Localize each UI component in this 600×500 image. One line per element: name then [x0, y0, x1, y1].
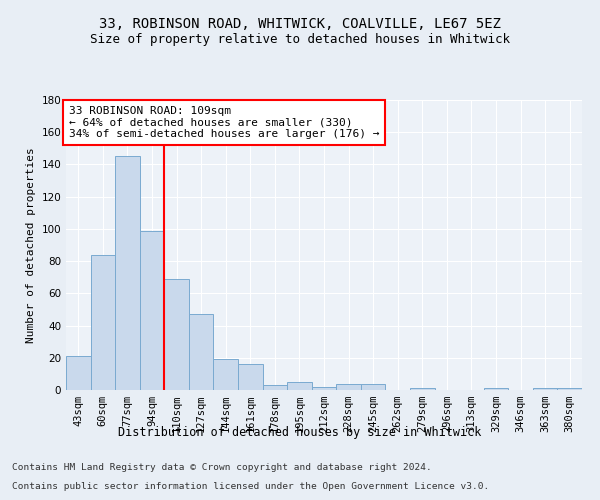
Bar — [91, 254, 115, 390]
Bar — [214, 360, 238, 390]
Bar — [115, 156, 140, 390]
Text: 33 ROBINSON ROAD: 109sqm
← 64% of detached houses are smaller (330)
34% of semi-: 33 ROBINSON ROAD: 109sqm ← 64% of detach… — [68, 106, 379, 139]
Bar — [189, 314, 214, 390]
Text: Contains HM Land Registry data © Crown copyright and database right 2024.: Contains HM Land Registry data © Crown c… — [12, 464, 432, 472]
Bar — [66, 356, 91, 390]
Bar — [361, 384, 385, 390]
Y-axis label: Number of detached properties: Number of detached properties — [26, 147, 36, 343]
Bar — [140, 230, 164, 390]
Text: Size of property relative to detached houses in Whitwick: Size of property relative to detached ho… — [90, 32, 510, 46]
Text: Contains public sector information licensed under the Open Government Licence v3: Contains public sector information licen… — [12, 482, 489, 491]
Bar — [238, 364, 263, 390]
Bar — [410, 388, 434, 390]
Bar — [336, 384, 361, 390]
Bar — [533, 388, 557, 390]
Bar — [484, 388, 508, 390]
Bar — [312, 387, 336, 390]
Bar — [287, 382, 312, 390]
Bar — [263, 385, 287, 390]
Bar — [557, 388, 582, 390]
Bar — [164, 279, 189, 390]
Text: Distribution of detached houses by size in Whitwick: Distribution of detached houses by size … — [118, 426, 482, 439]
Text: 33, ROBINSON ROAD, WHITWICK, COALVILLE, LE67 5EZ: 33, ROBINSON ROAD, WHITWICK, COALVILLE, … — [99, 18, 501, 32]
